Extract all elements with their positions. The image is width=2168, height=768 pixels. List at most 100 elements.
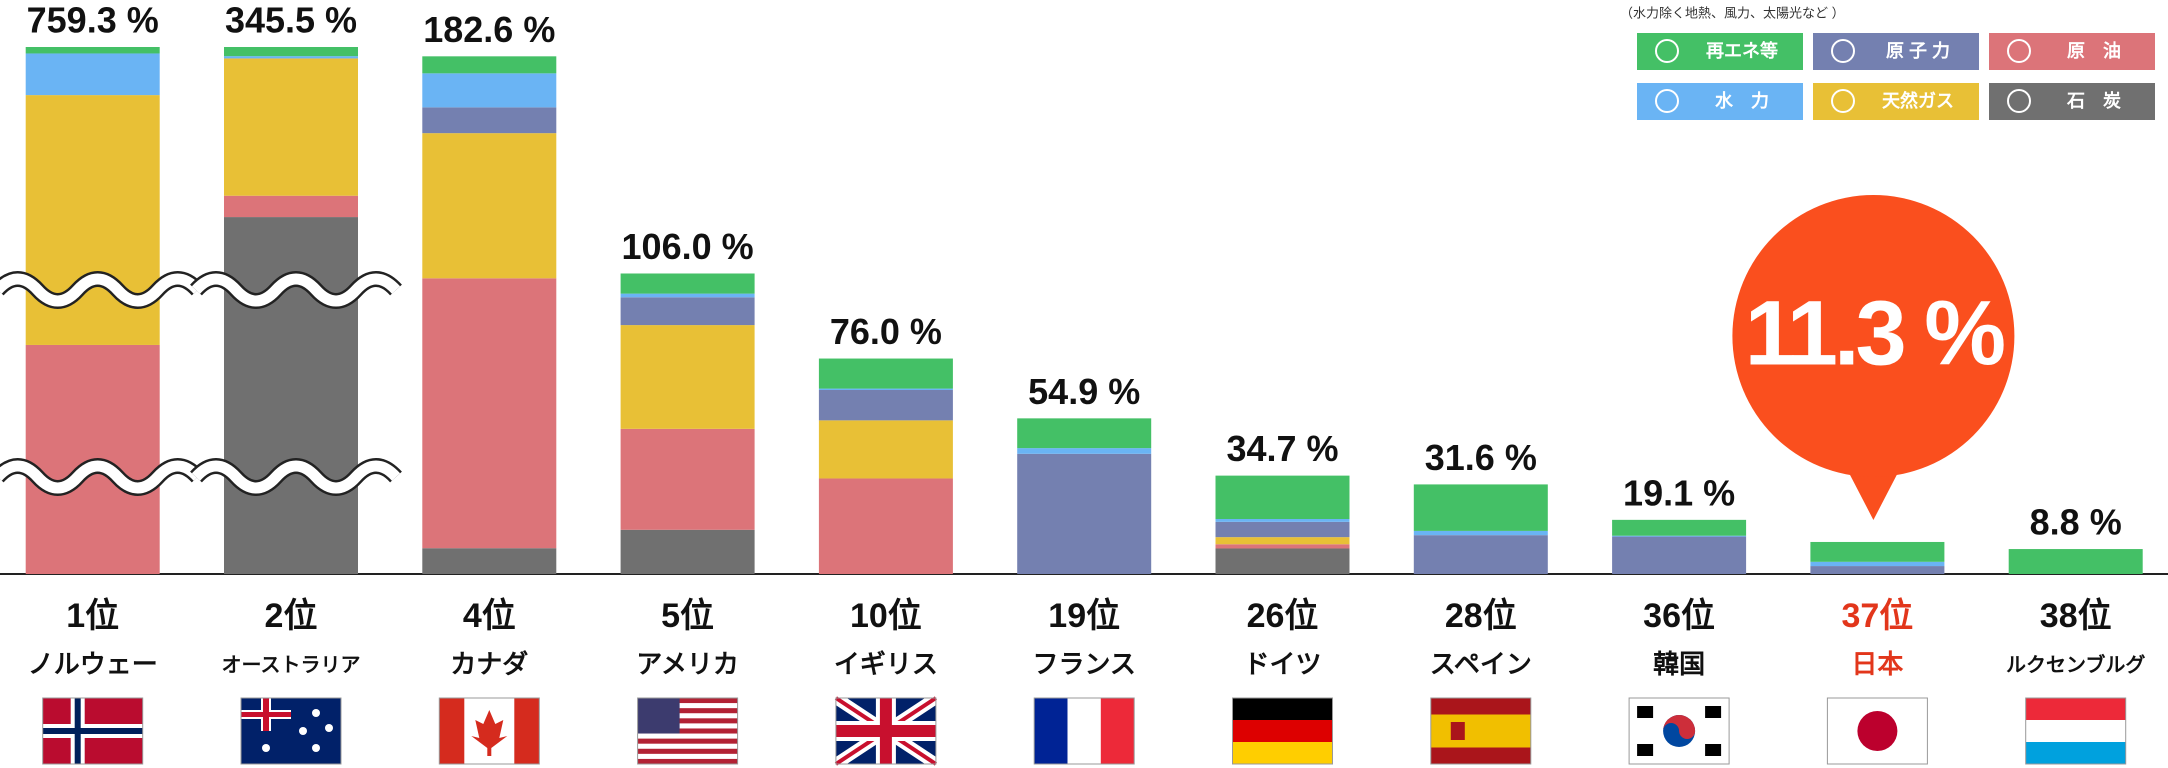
legend-swatch (1989, 33, 2155, 70)
bar-segment (1413, 535, 1548, 574)
value-label: 19.1 % (1623, 472, 1735, 513)
flag-border (2025, 697, 2127, 765)
flag-part (637, 733, 738, 740)
flag-part (1450, 722, 1465, 740)
flag-part (637, 743, 738, 750)
flag-part (1637, 744, 1654, 756)
legend-swatch (1989, 83, 2155, 120)
bar-segment (422, 56, 557, 74)
flag-star (325, 724, 333, 732)
legend-label: 水 力 (1715, 90, 1769, 111)
bar-segment (818, 358, 953, 389)
bar-segment (224, 58, 358, 196)
country-label: フランス (1032, 649, 1135, 679)
country-label: オーストラリア (222, 654, 361, 676)
flag-border (438, 697, 540, 765)
flag-part (637, 713, 738, 719)
value-label: 8.8 % (2030, 502, 2122, 543)
bar-segment (1215, 519, 1350, 522)
legend-icon (1655, 39, 1679, 63)
flag-part (637, 758, 738, 765)
bar-segment (224, 217, 358, 575)
bar-segment (1612, 519, 1747, 536)
flag-taegeuk (1663, 715, 1696, 739)
flag-border (1430, 697, 1532, 765)
flag-border (1628, 697, 1730, 765)
bar-segment (224, 195, 358, 218)
bar-segment (620, 293, 755, 298)
flag-part (1067, 698, 1101, 764)
flag-part (42, 728, 143, 734)
flag-part (637, 698, 680, 734)
flag-part (637, 753, 738, 760)
bar-segment (1017, 418, 1152, 449)
callout-bubble (1732, 195, 2015, 477)
flag-part (1232, 698, 1333, 720)
bar-segment (422, 548, 557, 574)
value-label: 345.5 % (225, 0, 357, 41)
bar-segment (1413, 530, 1548, 536)
value-label: 759.3 % (27, 0, 159, 41)
legend-swatch (1813, 33, 1979, 70)
legend-swatch (1813, 83, 1979, 120)
country-label: 日本 (1851, 649, 1903, 679)
flag-part (637, 703, 738, 709)
legend-icon (1831, 39, 1855, 63)
rank-label: 1位 (66, 597, 119, 635)
bar-segment (620, 428, 755, 530)
break-mark (191, 460, 401, 494)
flag-part (1705, 744, 1722, 756)
bar-segment (1612, 536, 1747, 574)
flag (832, 692, 940, 768)
rank-label: 36位 (1643, 597, 1715, 635)
country-label: ノルウェー (28, 649, 158, 679)
bar-segment (620, 529, 755, 574)
break-mark (191, 273, 401, 307)
flag (1232, 697, 1333, 765)
flag-part (2025, 742, 2126, 764)
flag-border (1033, 697, 1135, 765)
flag-part (637, 728, 738, 735)
flag-part (1034, 698, 1068, 764)
country-label: 韓国 (1653, 649, 1705, 679)
flag-part (1430, 714, 1531, 748)
bar-segment (1017, 448, 1152, 454)
break-mark (0, 273, 202, 307)
value-label: 76.0 % (830, 311, 942, 352)
bar-segment (422, 278, 557, 549)
flag-part (2025, 720, 2126, 742)
bar-segment (1413, 484, 1548, 531)
bar-segment (224, 47, 358, 57)
flag-part (1637, 706, 1654, 718)
flag (637, 697, 739, 765)
bar-segment (620, 297, 755, 326)
country-label: イギリス (834, 649, 938, 679)
bar-segment (2008, 549, 2143, 574)
flag (1430, 697, 1532, 765)
flag-part (637, 718, 738, 724)
legend-swatch (1637, 33, 1803, 70)
bar-segment (1215, 521, 1350, 538)
legend-label: 石 炭 (2066, 90, 2121, 111)
flag-part (835, 725, 936, 737)
flag (1826, 697, 1928, 765)
flag-part (1100, 698, 1135, 764)
legend-label: 原 油 (2067, 40, 2121, 61)
flag (1033, 697, 1135, 765)
flag-border (42, 697, 144, 765)
bar-segment (422, 73, 557, 108)
flag-star (312, 744, 320, 752)
flag-leaf (471, 710, 508, 756)
bar-segment (1810, 541, 1945, 562)
bar-segment (224, 56, 358, 59)
value-label: 31.6 % (1425, 437, 1537, 478)
rank-label: 10位 (850, 597, 922, 635)
country-label: スペイン (1430, 649, 1532, 679)
rank-label: 4位 (463, 597, 516, 635)
rank-label: 28位 (1445, 597, 1517, 635)
flag-part (637, 698, 738, 704)
rank-label: 37位 (1841, 597, 1913, 635)
bar-segment (1215, 537, 1350, 545)
country-label: アメリカ (636, 649, 739, 679)
